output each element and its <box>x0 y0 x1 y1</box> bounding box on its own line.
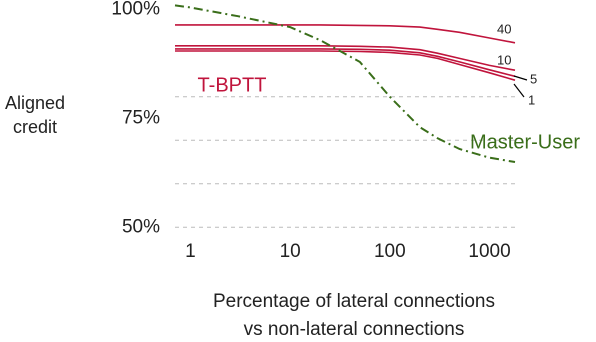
label-arrow <box>513 83 525 98</box>
y-tick-label: 75% <box>122 108 160 129</box>
label-arrow <box>513 75 528 81</box>
annotation: T-BPTT <box>198 74 267 96</box>
y-axis-label: Aligned <box>5 93 65 113</box>
x-tick-label: 100 <box>374 241 406 262</box>
y-axis-label: credit <box>13 117 57 137</box>
line-series <box>175 48 516 78</box>
series-label: 40 <box>497 21 511 36</box>
y-tick-label: 50% <box>122 216 160 237</box>
x-axis-label: vs non-lateral connections <box>244 319 465 340</box>
x-tick-label: 1 <box>185 241 196 262</box>
line-series <box>175 24 516 44</box>
series-label: 1 <box>528 92 535 107</box>
series-label: Master-User <box>470 131 580 153</box>
series-label: 5 <box>530 71 537 86</box>
y-tick-label: 100% <box>111 0 160 20</box>
line-series <box>175 45 516 71</box>
series-label: 10 <box>497 52 511 67</box>
line-series <box>175 50 516 81</box>
x-axis-label: Percentage of lateral connections <box>213 291 495 312</box>
x-tick-label: 1000 <box>468 241 510 262</box>
x-tick-label: 10 <box>280 241 301 262</box>
